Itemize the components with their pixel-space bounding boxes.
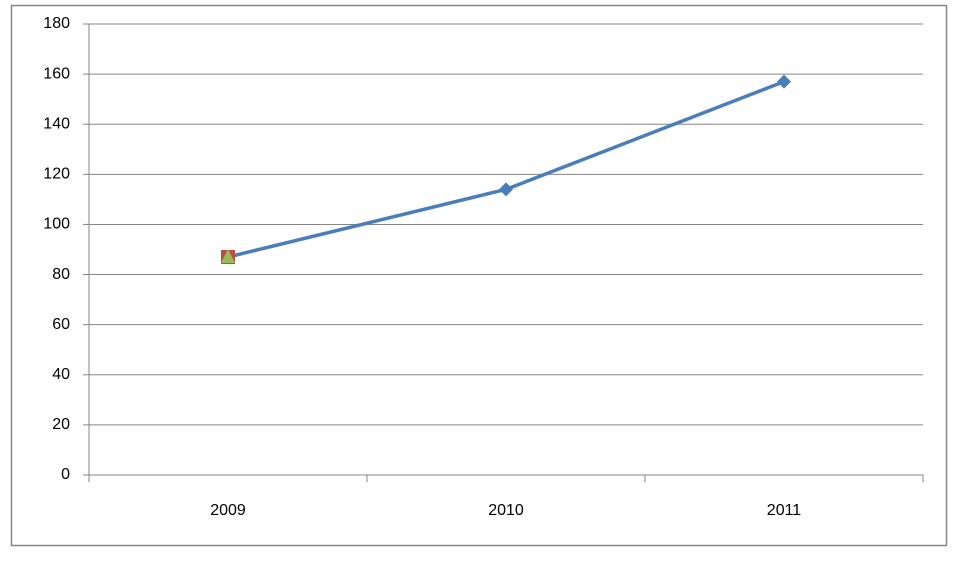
marker xyxy=(221,249,235,264)
chart-border xyxy=(10,4,948,547)
y-tick-label: 120 xyxy=(43,166,70,183)
y-tick-label: 40 xyxy=(52,366,70,383)
marker xyxy=(499,182,513,197)
y-tick-label: 0 xyxy=(61,466,70,483)
y-tick-label: 100 xyxy=(43,216,70,233)
y-tick-label: 20 xyxy=(52,416,70,433)
x-tick-label: 2010 xyxy=(488,502,524,519)
marker xyxy=(777,74,791,89)
x-tick-label: 2009 xyxy=(210,502,246,519)
y-tick-label: 80 xyxy=(52,266,70,283)
y-tick-label: 180 xyxy=(43,15,70,32)
y-tick-label: 60 xyxy=(52,316,70,333)
y-tick-label: 160 xyxy=(43,65,70,82)
x-tick-label: 2011 xyxy=(767,502,802,519)
y-tick-label: 140 xyxy=(43,115,70,132)
